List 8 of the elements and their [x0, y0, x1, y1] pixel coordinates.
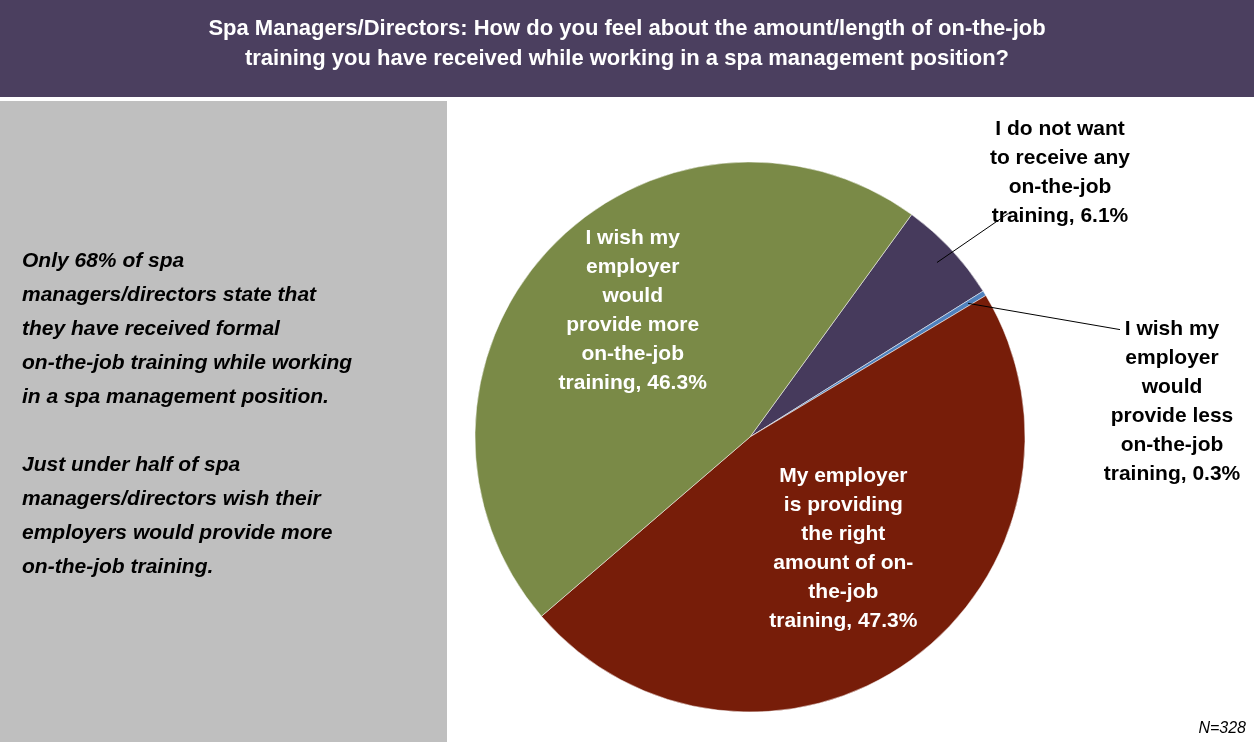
slice-label: I wish my employer would provide more on-the-job training, 46.3%: [558, 225, 708, 394]
text: Only 68% of spa managers/directors state that they have received formal on-the-job training while working in a spa management position.: [22, 248, 353, 407]
text: N=328: [1198, 719, 1247, 736]
chart-title: Spa Managers/Directors: How do you feel about the amount/length of on-the-job training you have received while working in a spa management position?: [208, 15, 1046, 70]
text: Just under half of spa managers/directors wish their employers would provide more on-the-job training.: [22, 452, 333, 577]
slice-label: I wish my employer would provide less on-the-job training, 0.3%: [1103, 316, 1241, 484]
slice-label: I do not want to receive any on-the-job training, 6.1%: [989, 116, 1131, 226]
slice-label: My employer is providing the right amount of on-the-job training, 47.3%: [769, 462, 918, 631]
